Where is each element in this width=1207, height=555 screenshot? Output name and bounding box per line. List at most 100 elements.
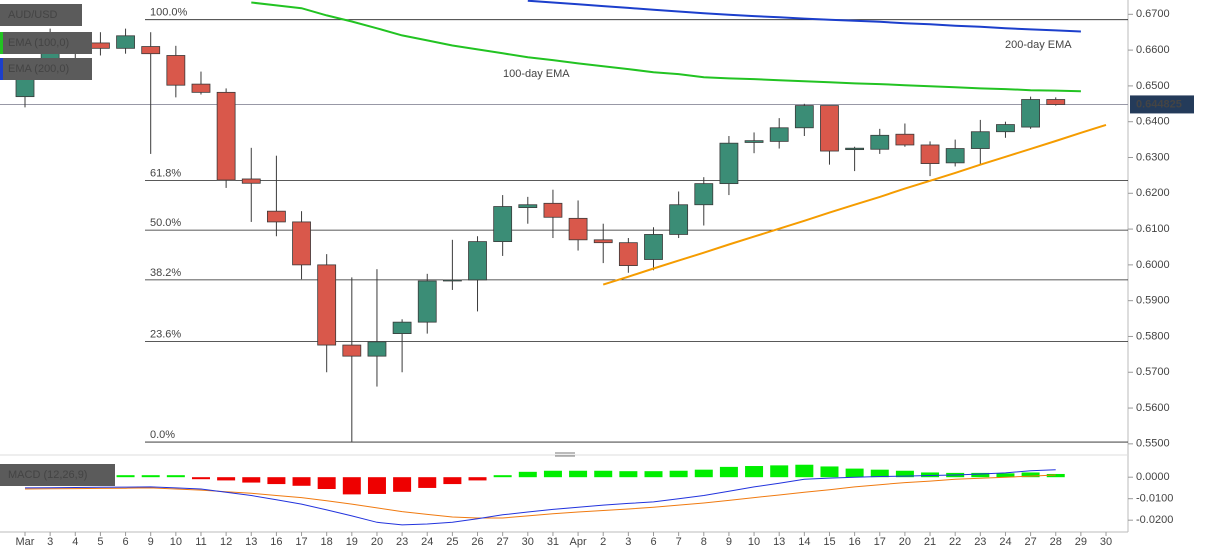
candle-body xyxy=(669,204,689,235)
x-tick-label: 14 xyxy=(798,536,810,548)
fib-label: 0.0% xyxy=(150,429,175,441)
x-tick-label: 10 xyxy=(748,536,760,548)
histogram-bar xyxy=(217,477,236,481)
candle-body xyxy=(794,105,814,129)
candle-body xyxy=(920,144,940,164)
candle-body xyxy=(895,133,915,146)
x-tick-label: Apr xyxy=(570,536,587,548)
y-tick-label: 0.6700 xyxy=(1136,8,1170,20)
x-tick-label: 7 xyxy=(676,536,682,548)
y-tick-label: 0.6600 xyxy=(1136,44,1170,56)
histogram-bar xyxy=(116,475,135,478)
x-tick-label: 20 xyxy=(899,536,911,548)
candle-body xyxy=(543,202,563,218)
x-tick-label: 26 xyxy=(471,536,483,548)
y-tick-label: 0.5800 xyxy=(1136,330,1170,342)
x-tick-label: 24 xyxy=(421,536,433,548)
x-tick-label: 2 xyxy=(600,536,606,548)
legend-entry: EMA (100,0) xyxy=(8,37,69,49)
y-tick-label: 0.5700 xyxy=(1136,366,1170,378)
fib-label: 38.2% xyxy=(150,267,181,279)
candle-body xyxy=(342,344,362,357)
y-tick-label: 0.5900 xyxy=(1136,295,1170,307)
x-tick-label: 19 xyxy=(346,536,358,548)
legend-entry-box xyxy=(0,58,92,80)
legend-entry: EMA (200,0) xyxy=(8,63,69,75)
x-tick-label: 20 xyxy=(371,536,383,548)
x-tick-label: 21 xyxy=(924,536,936,548)
candle-body xyxy=(719,142,739,185)
histogram-bar xyxy=(242,477,261,483)
x-tick-label: 18 xyxy=(321,536,333,548)
x-tick-label: 3 xyxy=(47,536,53,548)
histogram-bar xyxy=(292,477,311,486)
x-tick-label: 27 xyxy=(1024,536,1036,548)
x-tick-label: 31 xyxy=(547,536,559,548)
ema-annotation: 100-day EMA xyxy=(503,68,570,80)
y-tick-label: 0.6300 xyxy=(1136,151,1170,163)
x-tick-label: 24 xyxy=(999,536,1011,548)
x-tick-label: 23 xyxy=(974,536,986,548)
histogram-bar xyxy=(644,471,663,478)
histogram-bar xyxy=(669,470,688,478)
fib-label: 100.0% xyxy=(150,7,188,19)
histogram-bar xyxy=(1021,472,1040,478)
y-tick-label: 0.5600 xyxy=(1136,402,1170,414)
y-tick-label: -0.0100 xyxy=(1136,493,1173,505)
candle-body xyxy=(91,42,110,49)
histogram-bar xyxy=(191,477,210,480)
x-tick-label: 25 xyxy=(446,536,458,548)
y-tick-label: -0.0200 xyxy=(1136,514,1173,526)
candle-body xyxy=(493,206,513,243)
histogram-bar xyxy=(594,470,613,478)
candle-body xyxy=(468,241,487,281)
x-tick-label: 3 xyxy=(625,536,631,548)
histogram-bar xyxy=(543,470,562,478)
y-tick-label: 0.5500 xyxy=(1136,438,1170,450)
x-tick-label: 9 xyxy=(726,536,732,548)
histogram-bar xyxy=(820,466,839,478)
candle-body xyxy=(769,127,789,142)
histogram-bar xyxy=(845,468,864,478)
macd-line xyxy=(24,469,1056,526)
x-tick-label: 16 xyxy=(848,536,860,548)
candle-body xyxy=(241,178,261,184)
fib-label: 50.0% xyxy=(150,217,181,229)
histogram-bar xyxy=(1046,473,1065,478)
histogram-bar xyxy=(971,472,990,478)
histogram-bar xyxy=(342,477,361,495)
candle-body xyxy=(945,148,965,164)
x-tick-label: 6 xyxy=(650,536,656,548)
candle-body xyxy=(644,234,663,260)
candle-body xyxy=(568,217,588,241)
candle-body xyxy=(694,183,714,206)
candle-body xyxy=(442,279,462,282)
signal-line xyxy=(24,474,1056,519)
histogram-bar xyxy=(770,465,789,478)
chart-title-box xyxy=(0,4,82,26)
x-tick-label: 10 xyxy=(170,536,182,548)
chart-title: AUD/USD xyxy=(8,9,58,21)
legend-entry-box xyxy=(0,32,92,54)
x-tick-label: 8 xyxy=(701,536,707,548)
histogram-bar xyxy=(569,470,588,478)
x-tick-label: 29 xyxy=(1075,536,1087,548)
x-tick-label: 16 xyxy=(270,536,282,548)
candle-body xyxy=(216,91,236,181)
candle-body xyxy=(141,46,161,55)
candle-body xyxy=(417,280,437,323)
x-tick-label: 5 xyxy=(97,536,103,548)
histogram-bar xyxy=(267,477,286,485)
candle-body xyxy=(593,239,613,244)
x-tick-label: 9 xyxy=(148,536,154,548)
candle-body xyxy=(996,124,1015,133)
histogram-bar xyxy=(996,473,1015,478)
candle-body xyxy=(367,341,387,357)
x-tick-label: 11 xyxy=(195,536,206,548)
y-tick-label: 0.0000 xyxy=(1136,471,1170,483)
histogram-bar xyxy=(619,471,638,478)
fib-label: 23.6% xyxy=(150,328,181,340)
x-tick-label: 17 xyxy=(874,536,886,548)
x-tick-label: 27 xyxy=(497,536,509,548)
